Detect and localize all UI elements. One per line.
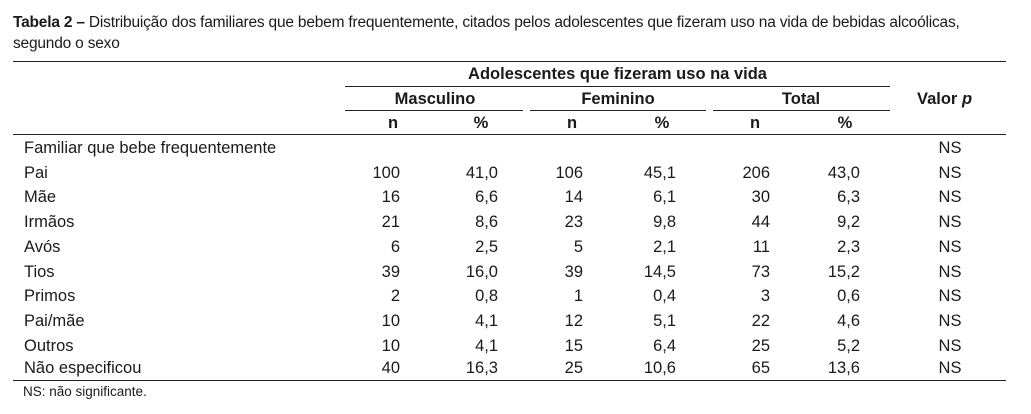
cell-pct-total: 5,2 (837, 336, 860, 355)
cell-n-masculino: 39 (381, 262, 400, 281)
cell-n-total: 25 (751, 336, 770, 355)
caption-label: Tabela 2 – (13, 14, 85, 31)
cell-n-total: 30 (751, 188, 770, 207)
cell-n-masculino: 10 (381, 311, 400, 330)
subgroup-rule-feminino (530, 110, 706, 111)
cell-n-masculino: 40 (381, 359, 400, 378)
cell-pct-masculino: 16,3 (465, 359, 498, 378)
cell-n-masculino: 6 (390, 237, 400, 256)
cell-pct-total: 4,6 (837, 311, 860, 330)
cell-pvalue: NS (938, 213, 962, 232)
col-header-pct: % (654, 114, 670, 132)
cell-pct-total: 15,2 (827, 262, 860, 281)
cell-n-feminino: 106 (555, 163, 583, 182)
cell-pct-feminino: 9,8 (653, 213, 676, 232)
caption-text: Distribuição dos familiares que bebem fr… (13, 14, 960, 52)
cell-pct-masculino: 6,6 (475, 188, 498, 207)
cell-pct-total: 2,3 (837, 237, 860, 256)
cell-n-masculino: 100 (372, 163, 400, 182)
cell-n-total: 3 (760, 287, 770, 306)
row-label: Pai (24, 163, 48, 182)
cell-n-feminino: 25 (564, 359, 583, 378)
cell-pct-masculino: 4,1 (475, 311, 498, 330)
cell-pvalue: NS (938, 287, 962, 306)
cell-n-feminino: 1 (573, 287, 583, 306)
cell-pct-total: 6,3 (837, 188, 860, 207)
row-label: Avós (24, 237, 61, 256)
cell-n-masculino: 21 (381, 213, 400, 232)
col-header-n: n (749, 114, 761, 132)
cell-n-total: 73 (751, 262, 770, 281)
cell-n-feminino: 15 (564, 336, 583, 355)
cell-n-total: 206 (742, 163, 770, 182)
subheader-feminino: Feminino (581, 90, 655, 108)
cell-pct-total: 0,6 (837, 287, 860, 306)
subheader-total: Total (781, 90, 821, 108)
cell-pct-feminino: 14,5 (643, 262, 676, 281)
subheader-masculino: Masculino (394, 90, 476, 108)
cell-n-masculino: 16 (381, 188, 400, 207)
group-header: Adolescentes que fizeram uso na vida (468, 65, 767, 83)
row-label: Irmãos (24, 213, 75, 232)
cell-n-feminino: 39 (564, 262, 583, 281)
cell-n-total: 44 (751, 213, 770, 232)
cell-pct-masculino: 4,1 (475, 336, 498, 355)
section-label: Familiar que bebe frequentemente (24, 139, 277, 157)
row-label: Tios (24, 262, 55, 281)
col-header-pct: % (473, 114, 489, 132)
cell-pvalue: NS (938, 163, 962, 182)
col-header-n: n (387, 114, 399, 132)
row-label: Pai/mãe (24, 311, 85, 330)
cell-n-total: 22 (751, 311, 770, 330)
cell-pvalue: NS (938, 359, 962, 378)
cell-n-feminino: 23 (564, 213, 583, 232)
cell-n-feminino: 12 (564, 311, 583, 330)
row-label: Não especificou (24, 359, 142, 378)
cell-pvalue: NS (938, 237, 962, 256)
cell-pct-feminino: 10,6 (643, 359, 676, 378)
pvalue-header: Valor p (917, 90, 973, 108)
table-bottom-rule (13, 380, 1006, 381)
cell-pct-feminino: 0,4 (653, 287, 676, 306)
cell-pct-feminino: 6,1 (653, 188, 676, 207)
cell-n-total: 11 (752, 237, 770, 256)
cell-pct-feminino: 45,1 (643, 163, 676, 182)
table-top-rule (13, 61, 1006, 62)
cell-pct-masculino: 2,5 (475, 237, 498, 256)
cell-pct-masculino: 0,8 (475, 287, 498, 306)
cell-pct-total: 13,6 (827, 359, 860, 378)
group-header-rule (345, 86, 890, 87)
cell-pct-feminino: 5,1 (653, 311, 676, 330)
cell-pct-feminino: 6,4 (653, 336, 676, 355)
cell-pvalue: NS (938, 262, 962, 281)
cell-n-total: 65 (751, 359, 770, 378)
subgroup-rule-total (713, 110, 890, 111)
header-bottom-rule (13, 134, 1006, 135)
row-label: Outros (24, 336, 74, 355)
cell-pct-total: 9,2 (837, 213, 860, 232)
cell-pct-masculino: 41,0 (465, 163, 498, 182)
cell-pct-masculino: 16,0 (465, 262, 498, 281)
cell-pvalue: NS (938, 336, 962, 355)
col-header-n: n (566, 114, 578, 132)
cell-pct-total: 43,0 (827, 163, 860, 182)
subgroup-rule-masculino (345, 110, 523, 111)
table-footnote: NS: não significante. (23, 384, 147, 399)
cell-n-feminino: 14 (564, 188, 583, 207)
row-label: Primos (24, 287, 76, 306)
cell-pct-feminino: 2,1 (653, 237, 676, 256)
cell-n-masculino: 10 (381, 336, 400, 355)
cell-n-masculino: 2 (390, 287, 400, 306)
col-header-pct: % (837, 114, 853, 132)
row-label: Mãe (24, 188, 57, 207)
cell-pvalue: NS (938, 311, 962, 330)
section-pvalue: NS (938, 139, 962, 157)
cell-n-feminino: 5 (573, 237, 583, 256)
cell-pvalue: NS (938, 188, 962, 207)
cell-pct-masculino: 8,6 (475, 213, 498, 232)
table-caption: Tabela 2 – Distribuição dos familiares q… (13, 12, 1018, 54)
